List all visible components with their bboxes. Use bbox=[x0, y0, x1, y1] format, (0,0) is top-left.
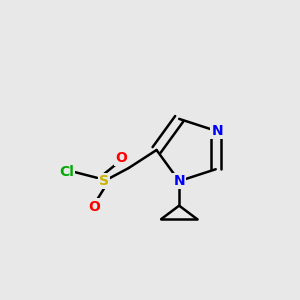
Text: N: N bbox=[212, 124, 223, 138]
Text: S: S bbox=[99, 174, 109, 188]
Text: O: O bbox=[115, 151, 127, 164]
Text: O: O bbox=[88, 200, 100, 214]
Text: N: N bbox=[173, 174, 185, 188]
Text: Cl: Cl bbox=[59, 165, 74, 179]
